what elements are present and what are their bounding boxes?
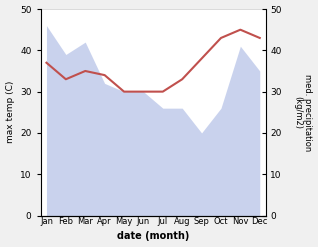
Y-axis label: max temp (C): max temp (C)	[5, 81, 15, 144]
Y-axis label: med. precipitation
(kg/m2): med. precipitation (kg/m2)	[293, 74, 313, 151]
X-axis label: date (month): date (month)	[117, 231, 189, 242]
